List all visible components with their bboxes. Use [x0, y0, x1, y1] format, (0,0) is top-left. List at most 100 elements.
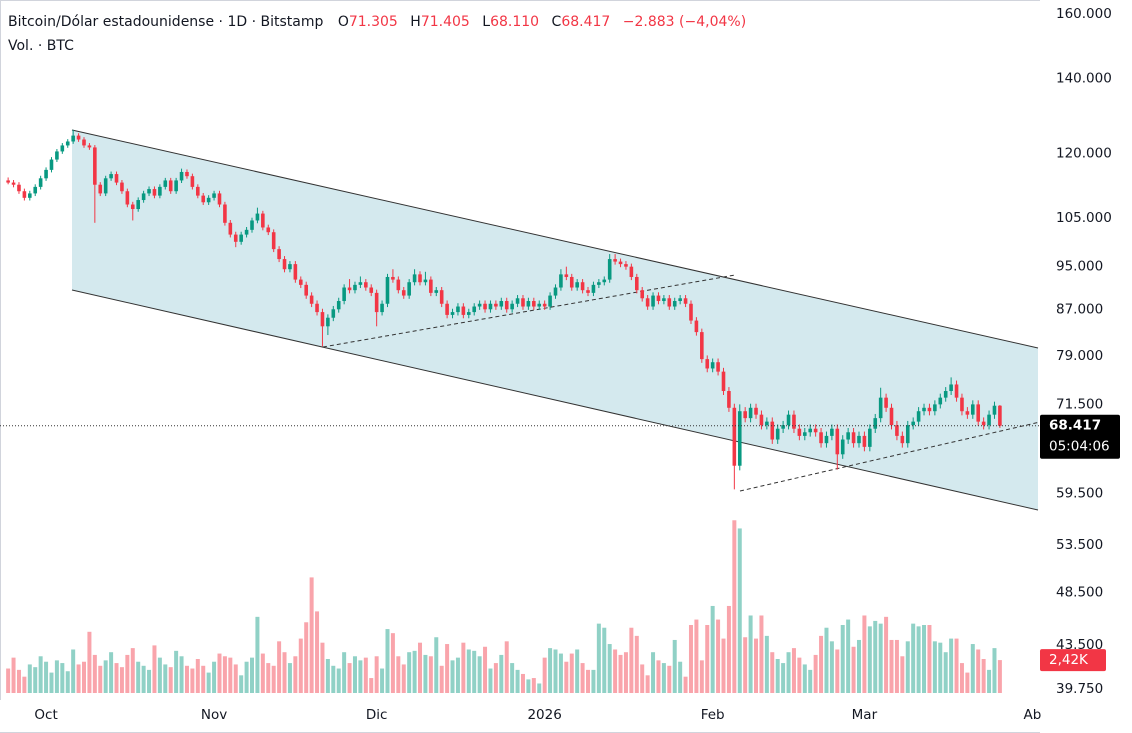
candle-body [586, 290, 590, 293]
candle-body [22, 191, 27, 198]
candle-body [927, 407, 932, 412]
candle-body [998, 405, 1002, 426]
candle-body [282, 259, 287, 270]
candle-body [933, 404, 937, 412]
y-tick-label: 39.750 [1056, 681, 1103, 697]
volume-title: Vol. · BTC [8, 38, 74, 54]
volume-bar [472, 650, 477, 693]
volume-bar [716, 619, 721, 693]
candle-body [732, 407, 737, 466]
candle-body [629, 266, 634, 277]
volume-bar [168, 667, 173, 693]
candle-body [548, 295, 552, 307]
volume-bar [396, 656, 401, 693]
volume-bar [710, 605, 715, 693]
candle-body [380, 303, 384, 313]
candle-body [786, 414, 791, 426]
volume-bar [873, 620, 878, 693]
x-tick-label: Ab [1024, 707, 1042, 723]
volume-bar [6, 668, 11, 693]
candle-body [217, 193, 222, 205]
candle-body [87, 145, 92, 148]
candle-body [618, 261, 623, 265]
candle-body [521, 298, 525, 307]
volume-bar [71, 649, 76, 693]
candle-body [830, 428, 834, 436]
candle-body [483, 303, 487, 310]
volume-bar [385, 629, 390, 693]
candle-body [905, 425, 910, 444]
candle-body [141, 193, 146, 201]
candle-body [450, 312, 455, 315]
candle-body [168, 180, 173, 192]
volume-bar [829, 641, 834, 693]
candle-body [949, 384, 953, 392]
candle-body [705, 359, 710, 369]
volume-bar [342, 652, 347, 693]
candle-body [559, 274, 563, 288]
channel-top [71, 129, 1039, 349]
candle-body [710, 362, 715, 369]
volume-bar [287, 663, 292, 693]
volume-bar [222, 656, 227, 693]
candle-body [158, 186, 162, 196]
volume-bar [894, 639, 899, 693]
candle-body [396, 279, 401, 291]
volume-bar [965, 672, 970, 693]
price-label: 68.417 [1049, 418, 1101, 434]
candle-body [190, 176, 195, 187]
volume-bar [103, 660, 108, 693]
volume-bar [483, 646, 488, 693]
candle-body [580, 282, 585, 291]
volume-bar [683, 676, 688, 693]
x-tick-label: Feb [701, 707, 725, 723]
volume-bar [499, 654, 504, 693]
candle-body [55, 151, 59, 160]
candle-body [179, 171, 184, 181]
volume-bar [418, 642, 423, 693]
volume-bar [607, 644, 612, 693]
volume-bar [206, 672, 211, 693]
volume-bar [277, 641, 282, 693]
candle-body [532, 301, 536, 307]
volume-bar [667, 665, 672, 693]
volume-bar [938, 642, 943, 693]
header: Bitcoin/Dólar estadounidense · 1D · Bits… [8, 14, 746, 30]
price-axis [1040, 0, 1132, 733]
candle-body [103, 178, 108, 194]
volume-bar [548, 648, 553, 693]
volume-bar [320, 642, 325, 693]
volume-bar [981, 659, 986, 693]
candle-body [575, 282, 579, 288]
volume-bar [493, 663, 498, 693]
candle-body [884, 397, 888, 408]
volume-bar [87, 631, 92, 693]
candle-body [862, 435, 867, 447]
candle-body [667, 298, 672, 307]
change: −2.883 (−4,04%) [623, 14, 746, 30]
volume-bar [651, 652, 656, 693]
volume-bar [754, 638, 759, 693]
candle-body [6, 180, 10, 183]
candle-body [727, 391, 731, 408]
volume-bar [412, 650, 417, 693]
volume-bar [564, 661, 569, 693]
candle-body [401, 290, 406, 296]
y-tick-label: 71.500 [1056, 396, 1103, 412]
channel [72, 130, 1038, 510]
candle-body [477, 303, 482, 307]
volume-bar [786, 652, 791, 693]
candle-body [130, 204, 135, 210]
volume-bar [553, 649, 558, 693]
volume-bar [212, 661, 217, 693]
candle-body [82, 139, 86, 146]
volume-bar [602, 627, 607, 693]
volume-bar [141, 665, 146, 693]
candle-body [336, 301, 341, 310]
volume-bar [374, 656, 379, 693]
volume-bar [60, 663, 65, 693]
candle-body [591, 284, 596, 293]
volume-bar [764, 635, 769, 693]
volume-bar [949, 638, 954, 693]
